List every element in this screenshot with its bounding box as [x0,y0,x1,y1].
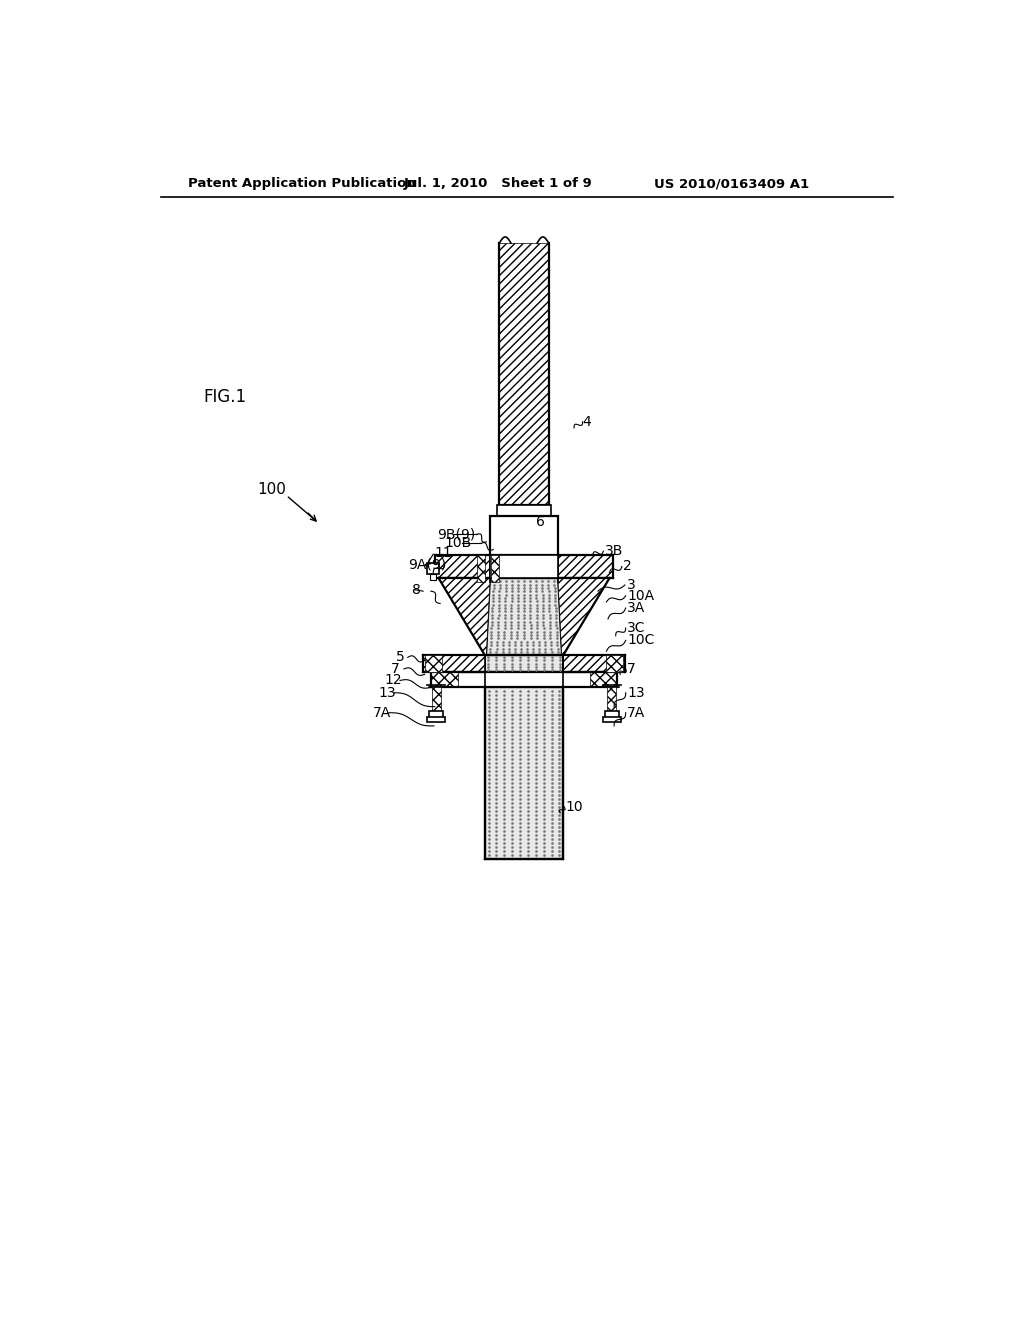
Text: 2: 2 [624,560,632,573]
Bar [427,564,439,574]
Bar [484,672,563,688]
Bar [590,672,617,688]
Text: 7: 7 [628,661,636,676]
Text: 12: 12 [385,673,402,688]
Bar [435,554,490,578]
Bar [484,655,563,672]
Bar [429,711,443,718]
Text: 3C: 3C [628,622,646,635]
Bar [423,655,484,672]
Text: 7: 7 [391,661,399,676]
Text: 8: 8 [412,582,421,597]
Bar [605,711,618,718]
Bar [477,554,484,582]
Text: 7A: 7A [373,706,391,719]
Bar [484,688,563,859]
Text: Jul. 1, 2010   Sheet 1 of 9: Jul. 1, 2010 Sheet 1 of 9 [403,177,593,190]
Bar [432,688,441,713]
Polygon shape [558,578,609,655]
Text: 3A: 3A [628,601,645,615]
Text: 3B: 3B [605,544,624,558]
Bar [490,554,499,582]
Bar [497,506,551,516]
Text: 5: 5 [396,651,404,664]
Text: 10: 10 [565,800,584,813]
Text: 10A: 10A [628,589,654,603]
Polygon shape [486,578,562,655]
Bar [602,717,621,722]
Text: 9B(9): 9B(9) [437,527,475,541]
Bar [431,672,458,688]
Bar [490,554,558,578]
Bar [427,717,445,722]
Text: 4: 4 [583,414,591,429]
Text: 10C: 10C [628,634,654,647]
Text: 6: 6 [536,515,545,529]
Text: 13: 13 [628,686,645,700]
Bar [563,655,625,672]
Text: FIG.1: FIG.1 [204,388,247,407]
Text: 11: 11 [435,545,453,560]
Polygon shape [438,578,490,655]
Text: Patent Application Publication: Patent Application Publication [188,177,416,190]
Text: 3: 3 [628,578,636,591]
Text: US 2010/0163409 A1: US 2010/0163409 A1 [654,177,809,190]
Text: 9A(9): 9A(9) [408,557,445,572]
Bar [500,243,549,506]
Bar [425,655,441,672]
Text: 7A: 7A [628,706,645,719]
Bar [430,574,436,581]
Bar [490,516,558,554]
Bar [607,688,616,713]
Text: 13: 13 [379,686,396,700]
Text: 100: 100 [258,482,287,498]
Text: 10B: 10B [444,536,471,550]
Bar [558,554,613,578]
Bar [606,655,624,672]
